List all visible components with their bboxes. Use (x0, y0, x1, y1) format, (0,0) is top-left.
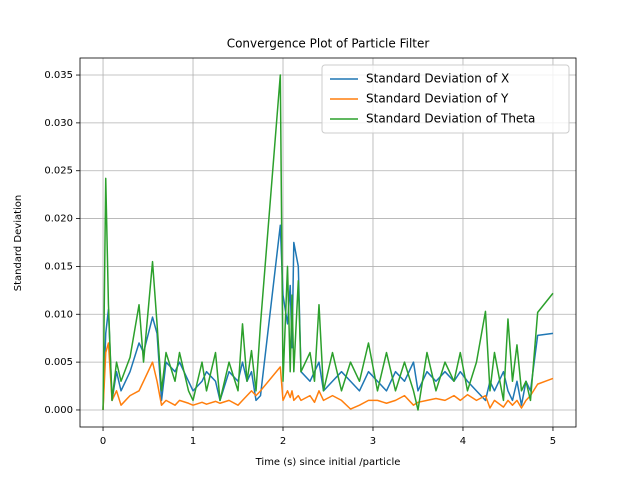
x-axis-label: Time (s) since initial /particle (255, 457, 401, 468)
legend-label: Standard Deviation of Y (366, 92, 509, 106)
chart-title: Convergence Plot of Particle Filter (227, 37, 430, 51)
y-tick-label: 0.010 (44, 309, 73, 320)
x-tick-label: 2 (280, 436, 286, 447)
x-tick-label: 4 (460, 436, 466, 447)
plot-frame (79, 57, 577, 428)
legend-label: Standard Deviation of X (366, 72, 509, 86)
y-tick-label: 0.005 (44, 357, 73, 368)
y-tick-label: 0.025 (44, 166, 73, 177)
line-series (102, 342, 554, 411)
y-tick-label: 0.020 (44, 214, 73, 225)
x-tick-label: 1 (190, 436, 196, 447)
y-tick-label: 0.030 (44, 118, 73, 129)
legend-box (321, 64, 570, 134)
x-tick-label: 5 (550, 436, 556, 447)
y-axis-label: Standard Deviation (13, 195, 24, 292)
legend-label: Standard Deviation of Theta (366, 112, 535, 126)
x-tick-label: 0 (100, 436, 106, 447)
y-tick-label: 0.000 (44, 405, 73, 416)
x-tick-label: 3 (370, 436, 376, 447)
y-tick-label: 0.035 (44, 70, 73, 81)
y-tick-label: 0.015 (44, 261, 73, 272)
line-series (102, 74, 554, 411)
